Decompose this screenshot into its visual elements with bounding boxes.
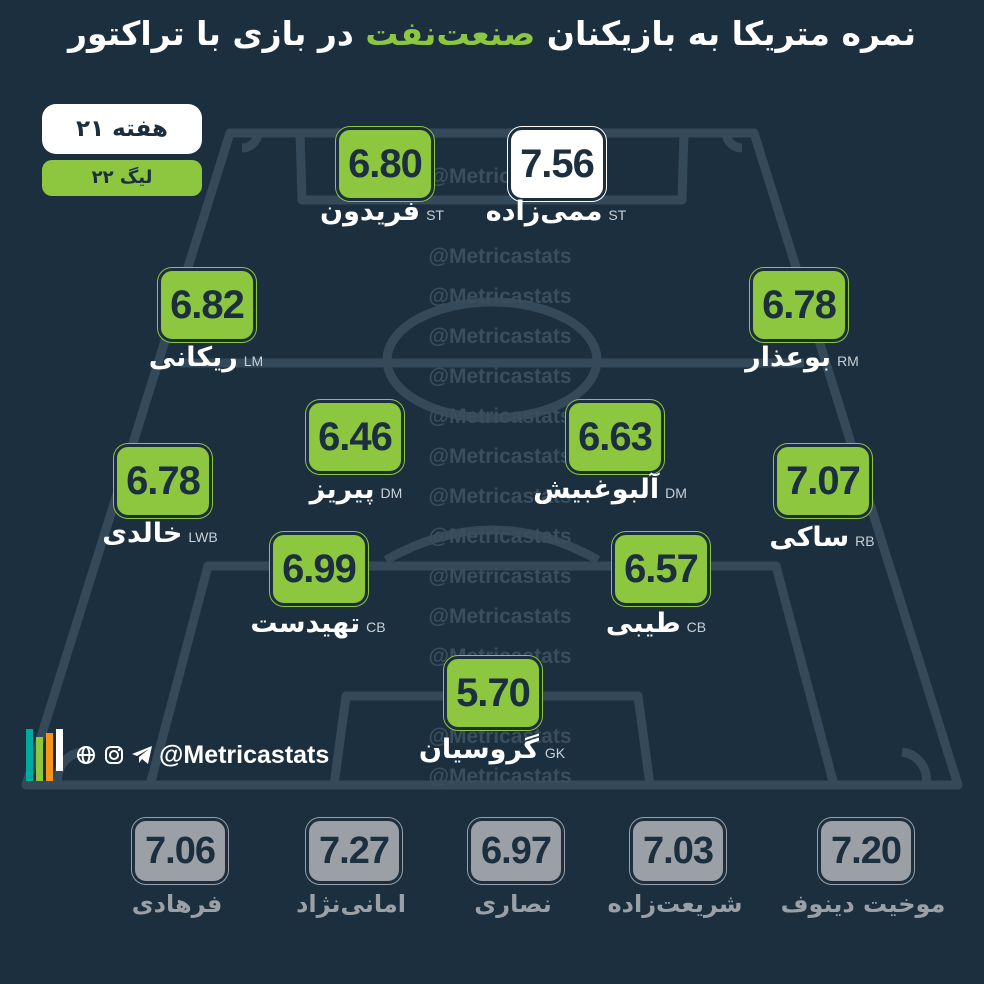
player-name-text: ساکی	[769, 522, 850, 553]
watermark: @Metricastats	[428, 365, 572, 388]
player-name-text: تهیدست	[250, 608, 361, 639]
watermark: @Metricastats	[428, 605, 572, 628]
player-name: بوعذار RM	[672, 342, 932, 373]
watermark: @Metricastats	[428, 525, 572, 548]
player-name: گروسیان GK	[362, 734, 622, 765]
player-position: LM	[243, 353, 264, 369]
telegram-icon	[131, 744, 153, 766]
player-position: RB	[855, 533, 875, 549]
watermark: @Metricastats	[428, 565, 572, 588]
player-name-text: فریدون	[320, 196, 421, 227]
brand-footer: @Metricastats	[26, 728, 329, 782]
sub-name: شریعت‌زاده	[607, 890, 743, 918]
player-position: LWB	[188, 529, 218, 545]
player-name: ممی‌زاده ST	[426, 196, 686, 227]
player-rating: 6.46	[306, 400, 404, 474]
watermark: @Metricastats	[428, 285, 572, 308]
player-name-text: گروسیان	[418, 734, 539, 765]
watermark: @Metricastats	[428, 245, 572, 268]
player-name: ساکی RB	[692, 522, 952, 553]
sub-name: امانی‌نژاد	[296, 890, 406, 918]
watermark: @Metricastats	[428, 485, 572, 508]
player-rating-top-rated: 7.56	[508, 127, 606, 201]
watermark: @Metricastats	[428, 325, 572, 348]
week-badge: هفته ۲۱	[42, 104, 202, 154]
player-name-text: خالدی	[102, 518, 183, 549]
instagram-icon	[103, 744, 125, 766]
player-name-text: آلبوغبیش	[533, 474, 660, 505]
player-position: RM	[837, 353, 859, 369]
watermark: @Metricastats	[428, 765, 572, 788]
watermark: @Metricastats	[428, 725, 572, 748]
player-rating: 6.82	[158, 268, 256, 342]
social-icons	[75, 744, 153, 766]
player-position: GK	[544, 745, 566, 761]
player-name-text: بوعذار	[745, 342, 832, 373]
title-part1: نمره متریکا به بازیکنان	[546, 14, 916, 53]
sub-rating: 7.20	[818, 818, 914, 884]
player-position: ST	[608, 207, 627, 223]
player-rating: 5.70	[444, 656, 542, 730]
player-position: ST	[426, 207, 444, 223]
player-name-text: پیریز	[309, 474, 375, 505]
watermark: @Metricastats	[428, 405, 572, 428]
player-rating: 6.78	[114, 444, 212, 518]
player-position: DM	[665, 485, 687, 501]
player-rating: 6.80	[336, 127, 434, 201]
brand-handle: @Metricastats	[159, 740, 330, 769]
metrica-logo	[26, 729, 63, 781]
player-rating: 6.57	[612, 532, 710, 606]
sub-rating: 7.03	[630, 818, 726, 884]
player-name-text: ممی‌زاده	[485, 196, 603, 227]
player-name: فریدون ST	[252, 196, 512, 227]
sub-rating: 6.97	[468, 818, 564, 884]
watermark: @Metricastats	[428, 445, 572, 468]
globe-icon	[75, 744, 97, 766]
player-rating: 6.63	[566, 400, 664, 474]
league-badge: لیگ ۲۲	[42, 160, 202, 196]
sub-name: فرهادی	[131, 890, 223, 918]
player-position: DM	[380, 485, 403, 501]
player-rating: 6.99	[270, 532, 368, 606]
player-position: CB	[366, 619, 386, 635]
title-team-highlight: صنعت‌نفت	[365, 14, 536, 53]
player-name: خالدی LWB	[30, 518, 290, 549]
player-name: طیبی CB	[526, 608, 786, 639]
player-name: تهیدست CB	[188, 608, 448, 639]
player-name: آلبوغبیش DM	[480, 474, 740, 505]
player-rating: 6.78	[750, 268, 848, 342]
sub-name: موخیت دینوف	[780, 890, 946, 918]
player-name-text: طیبی	[605, 608, 681, 639]
player-name: پیریز DM	[226, 474, 486, 505]
player-name: ریکانی LM	[76, 342, 336, 373]
page-title: نمره متریکا به بازیکنان صنعت‌نفت در بازی…	[0, 14, 984, 53]
player-rating: 7.07	[774, 444, 872, 518]
sub-rating: 7.06	[132, 818, 228, 884]
player-name-text: ریکانی	[148, 342, 238, 373]
player-position: CB	[686, 619, 707, 635]
sub-name: نصاری	[474, 890, 552, 918]
title-part2: در بازی با تراکتور	[68, 14, 354, 53]
sub-rating: 7.27	[306, 818, 402, 884]
